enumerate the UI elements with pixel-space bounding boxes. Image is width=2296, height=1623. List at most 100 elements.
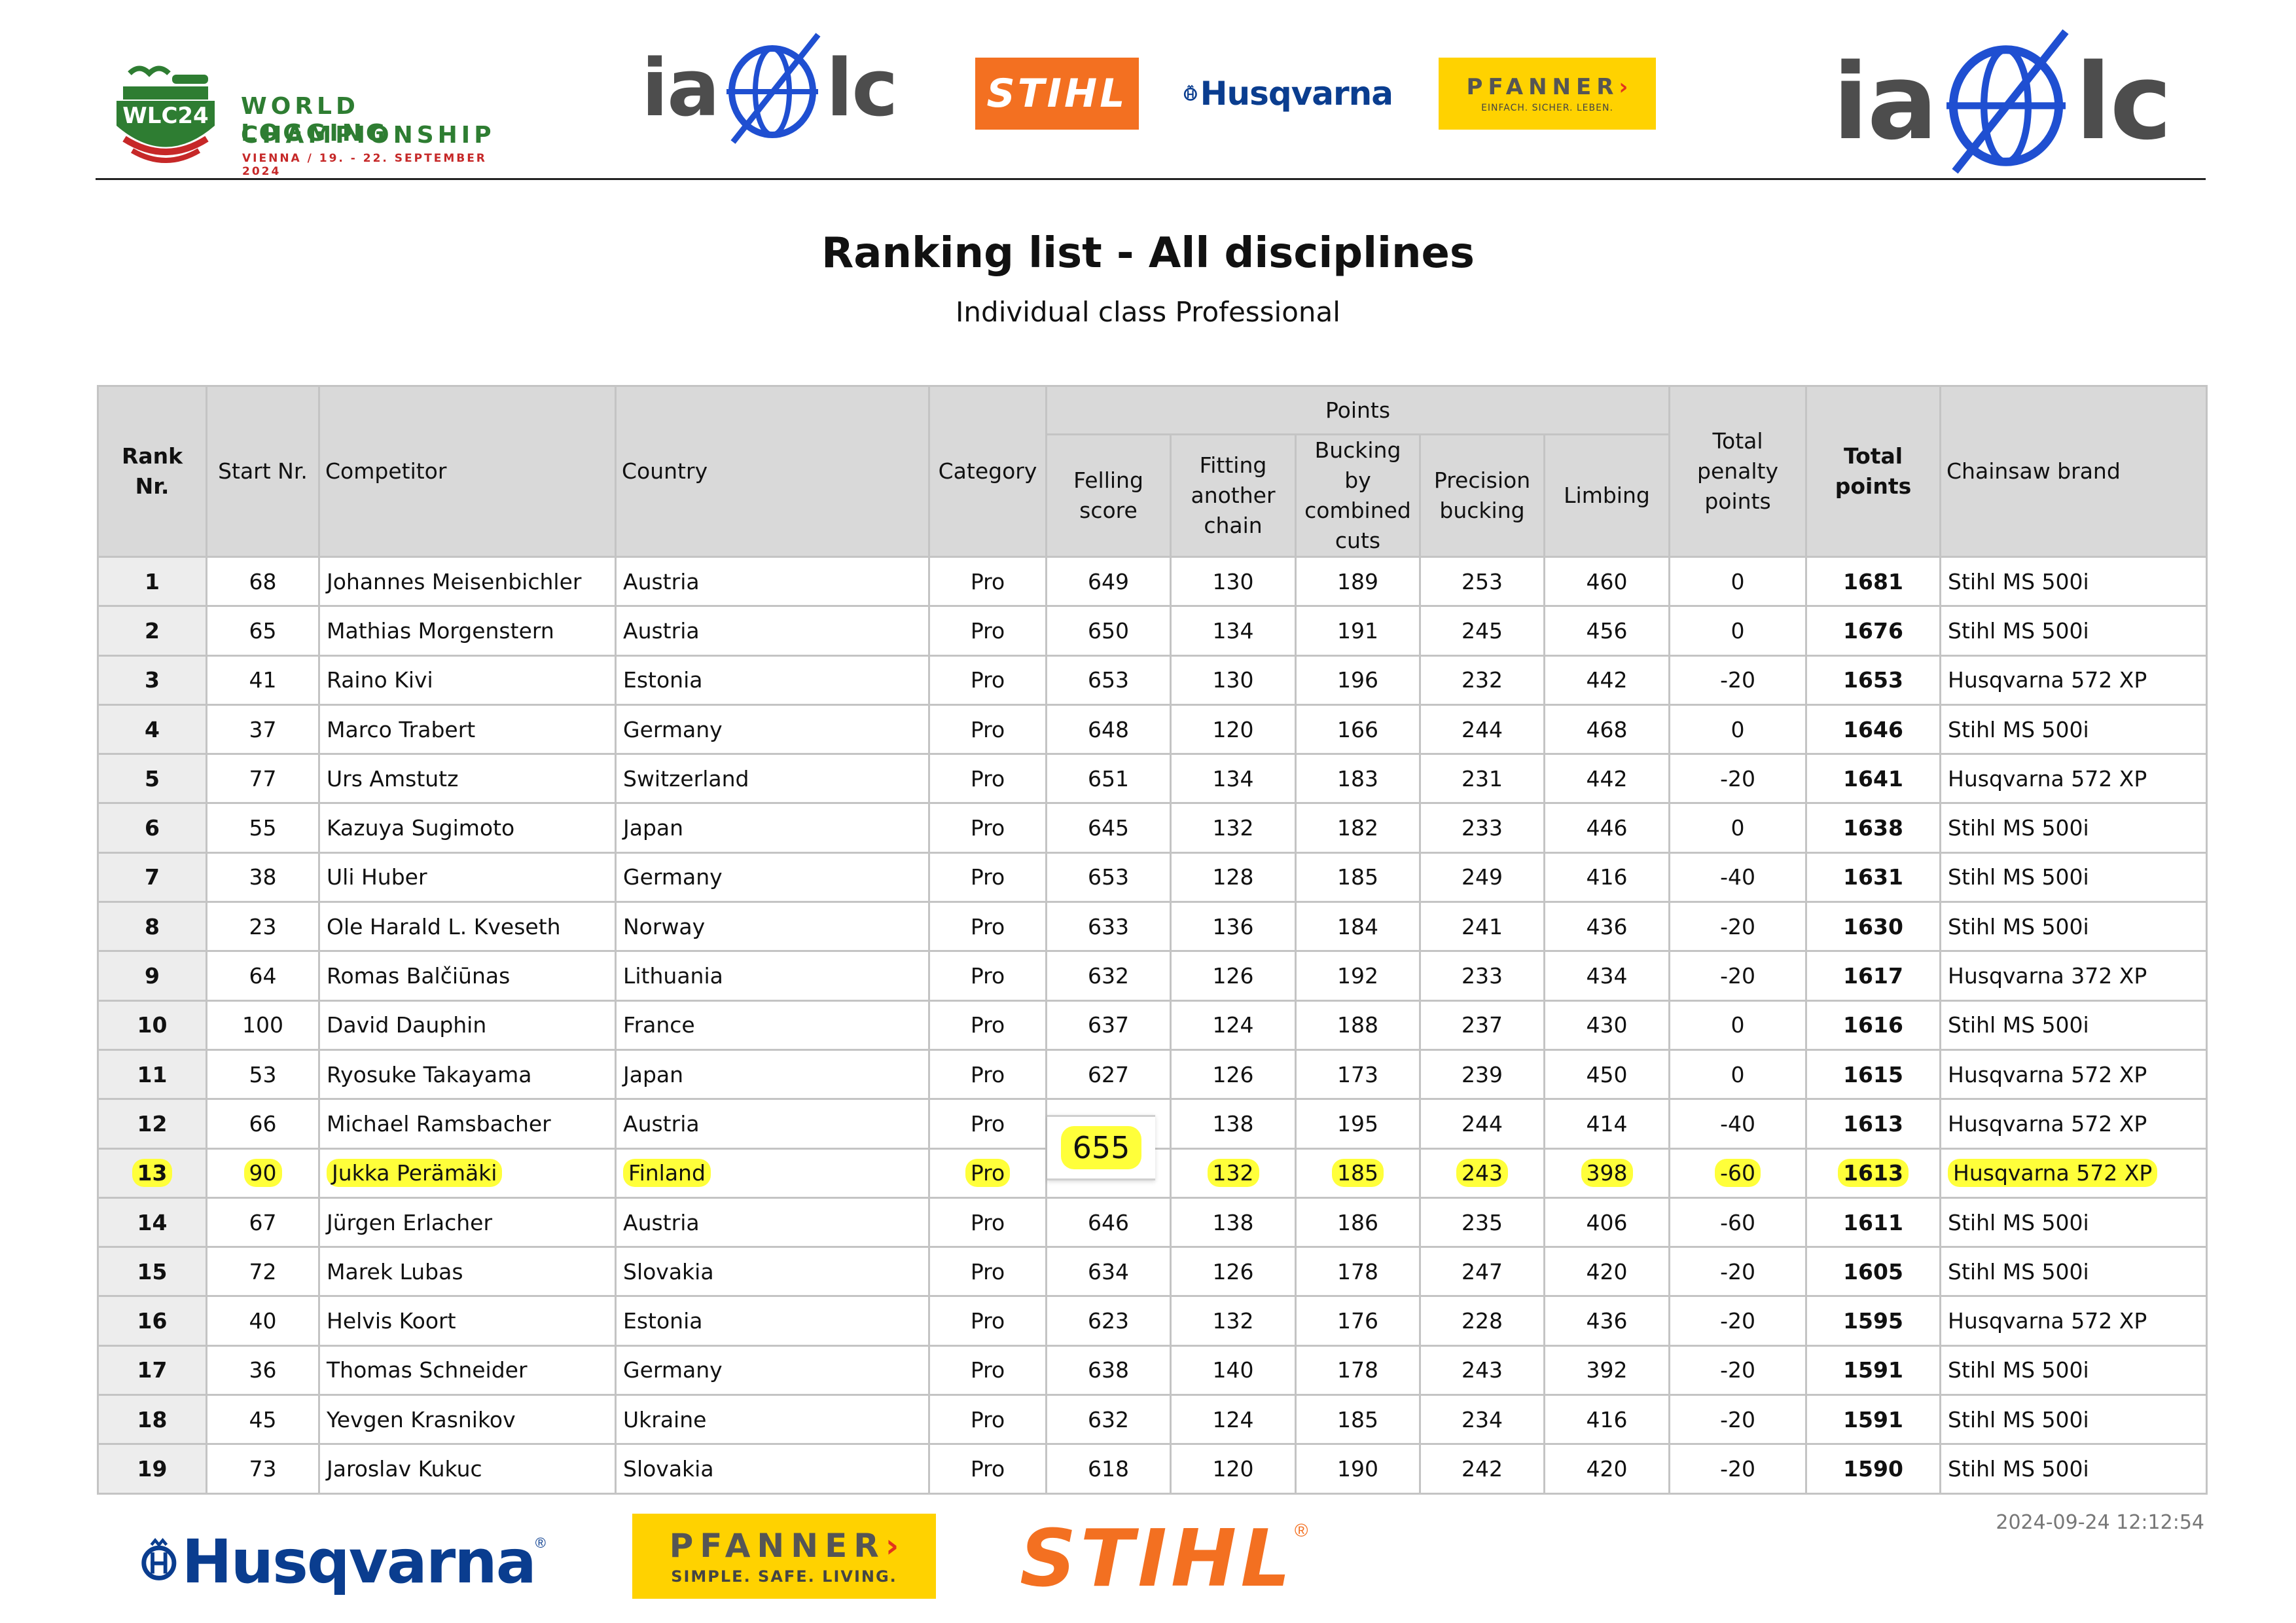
header-felling-score: Felling score: [1045, 433, 1172, 558]
cell-bucking-value: 192: [1337, 963, 1378, 989]
cell-bucking: 192: [1295, 950, 1421, 1002]
cell-start: 55: [206, 802, 320, 854]
cell-limbing-value: 434: [1586, 963, 1628, 989]
cell-limbing-value: 398: [1581, 1159, 1633, 1188]
cell-competitor-value: David Dauphin: [327, 1012, 487, 1038]
cell-rank-value: 3: [145, 667, 160, 693]
cell-total: 1595: [1805, 1295, 1942, 1347]
cell-total-value: 1591: [1843, 1406, 1903, 1432]
cell-category: Pro: [928, 605, 1047, 657]
cell-limbing: 442: [1543, 753, 1671, 805]
cell-precision: 237: [1419, 999, 1545, 1051]
cell-country: Ukraine: [615, 1394, 930, 1446]
cell-country-value: Switzerland: [623, 765, 749, 792]
cell-limbing: 468: [1543, 703, 1671, 756]
cell-penalty: -20: [1668, 901, 1808, 953]
cell-penalty-value: 0: [1731, 568, 1745, 594]
cell-bucking: 183: [1295, 753, 1421, 805]
cell-limbing-value: 456: [1586, 617, 1628, 644]
pfanner-chevron-icon: ›: [885, 1527, 899, 1565]
table-row: 11 53 Ryosuke Takayama Japan Pro 627 126 173 239…: [97, 1048, 2208, 1101]
cell-total: 1605: [1805, 1246, 1942, 1298]
cell-fitting: 136: [1170, 901, 1297, 953]
table-row: 4 37 Marco Trabert Germany Pro 648 120 166 244 46…: [97, 703, 2208, 756]
cell-bucking: 178: [1295, 1344, 1421, 1396]
cell-precision: 239: [1419, 1048, 1545, 1101]
cell-penalty-value: -60: [1715, 1159, 1761, 1188]
husqvarna-crown-icon: [1183, 84, 1197, 101]
cell-category-value: Pro: [970, 1110, 1005, 1137]
cell-rank-value: 16: [137, 1308, 168, 1334]
cell-start-value: 90: [243, 1159, 282, 1188]
cell-start-value: 23: [249, 913, 277, 939]
cell-competitor-value: Uli Huber: [327, 864, 427, 890]
stihl-logo-bottom: STIHL ®: [1020, 1514, 1334, 1605]
cell-precision: 231: [1419, 753, 1545, 805]
cell-start-value: 37: [249, 716, 277, 742]
cell-limbing: 414: [1543, 1098, 1671, 1150]
cell-precision: 247: [1419, 1246, 1545, 1298]
cell-fitting: 128: [1170, 851, 1297, 903]
cell-rank-value: 7: [145, 864, 160, 890]
cell-fitting-value: 126: [1212, 1061, 1254, 1087]
cell-felling-value: 627: [1088, 1061, 1129, 1087]
cell-competitor-value: Mathias Morgenstern: [327, 617, 554, 644]
cell-brand-value: Stihl MS 500i: [1948, 1258, 2089, 1285]
cell-penalty-value: -20: [1720, 765, 1755, 792]
cell-brand-value: Stihl MS 500i: [1948, 1406, 2089, 1432]
cell-rank-value: 12: [137, 1110, 168, 1137]
cell-country-value: Estonia: [623, 1308, 703, 1334]
cell-country: Slovakia: [615, 1246, 930, 1298]
cell-penalty-value: 0: [1731, 1061, 1745, 1087]
cell-fitting-value: 134: [1212, 765, 1254, 792]
wlc24-logo: WLC24 WORLD LOGGING CHAMPIONSHIP VIENNA …: [105, 52, 511, 178]
table-row: 5 77 Urs Amstutz Switzerland Pro 651 134 183 231…: [97, 753, 2208, 805]
cell-felling-value: 632: [1088, 1406, 1129, 1432]
cell-country: Slovakia: [615, 1443, 930, 1495]
cell-category-value: Pro: [970, 1308, 1005, 1334]
cell-brand: Stihl MS 500i: [1939, 1246, 2208, 1298]
page-title: Ranking list - All disciplines: [821, 229, 1475, 278]
cell-total-value: 1631: [1843, 864, 1903, 890]
cell-fitting: 124: [1170, 999, 1297, 1051]
table-row: 13 90 Jukka Perämäki Finland Pro 132 185 243 398…: [97, 1147, 2208, 1199]
cell-penalty-value: -20: [1720, 913, 1755, 939]
cell-brand: Stihl MS 500i: [1939, 802, 2208, 854]
cell-felling: 632: [1045, 1394, 1172, 1446]
cell-penalty-value: -20: [1720, 963, 1755, 989]
cell-start-value: 77: [249, 765, 277, 792]
iaolc-text-right: lc: [2075, 40, 2172, 163]
cell-felling: 648: [1045, 703, 1172, 756]
cell-competitor-value: Yevgen Krasnikov: [327, 1406, 516, 1432]
cell-penalty: -20: [1668, 1344, 1808, 1396]
cell-fitting: 130: [1170, 555, 1297, 608]
cell-category-value: Pro: [970, 716, 1005, 742]
cell-bucking: 189: [1295, 555, 1421, 608]
cell-category: Pro: [928, 802, 1047, 854]
cell-felling-value: 653: [1088, 864, 1129, 890]
cell-country-value: Austria: [623, 1110, 700, 1137]
cell-competitor-value: Kazuya Sugimoto: [327, 815, 515, 841]
cell-fitting-value: 134: [1212, 617, 1254, 644]
cell-fitting-value: 132: [1212, 1308, 1254, 1334]
table-row: 18 45 Yevgen Krasnikov Ukraine Pro 632 124 185 2…: [97, 1394, 2208, 1446]
cell-category: Pro: [928, 753, 1047, 805]
cell-bucking: 188: [1295, 999, 1421, 1051]
pfanner-wordmark: PFANNER: [1466, 74, 1619, 100]
header-total-points: Total points: [1805, 385, 1942, 558]
cell-category: Pro: [928, 1196, 1047, 1249]
cell-total-value: 1605: [1843, 1258, 1903, 1285]
cell-rank: 12: [97, 1098, 207, 1150]
cell-bucking: 182: [1295, 802, 1421, 854]
cell-felling: 627: [1045, 1048, 1172, 1101]
cell-category: Pro: [928, 703, 1047, 756]
cell-fitting: 120: [1170, 1443, 1297, 1495]
cell-rank-value: 2: [145, 617, 160, 644]
cell-start: 36: [206, 1344, 320, 1396]
cell-limbing: 398: [1543, 1147, 1671, 1199]
cell-penalty: -20: [1668, 950, 1808, 1002]
cell-start: 38: [206, 851, 320, 903]
cell-rank: 8: [97, 901, 207, 953]
cell-start-value: 67: [249, 1209, 277, 1235]
cell-felling: 651: [1045, 753, 1172, 805]
